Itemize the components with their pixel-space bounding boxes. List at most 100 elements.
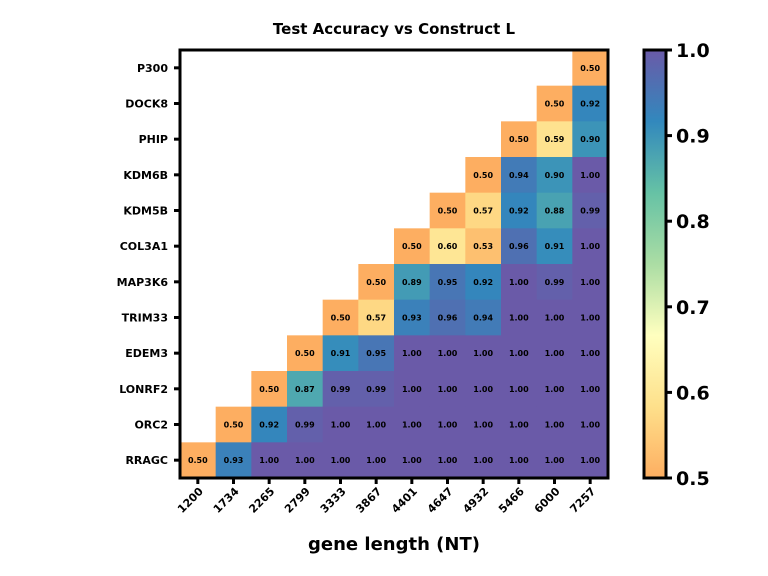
cell-value-label: 0.90 — [545, 171, 565, 180]
x-tick-label: 4932 — [460, 485, 491, 516]
cell-value-label: 1.00 — [509, 278, 529, 287]
heatmap-cell — [429, 371, 466, 408]
y-tick-label: P300 — [137, 62, 168, 75]
heatmap-cell — [536, 157, 573, 194]
cell-value-label: 0.93 — [402, 314, 422, 323]
heatmap-cell — [536, 406, 573, 443]
heatmap-cell — [215, 442, 252, 479]
cell-value-label: 1.00 — [580, 456, 600, 465]
heatmap-cell — [501, 371, 538, 408]
heatmap-cell — [501, 335, 538, 372]
heatmap-cell — [358, 299, 395, 336]
y-tick-label: KDM6B — [123, 169, 168, 182]
cell-value-label: 1.00 — [473, 385, 493, 394]
cell-value-label: 1.00 — [545, 349, 565, 358]
heatmap-cell — [180, 442, 217, 479]
heatmap-cell — [501, 121, 538, 158]
cell-value-label: 0.99 — [580, 207, 600, 216]
heatmap-cell — [358, 442, 395, 479]
cell-value-label: 0.94 — [509, 171, 529, 180]
colorbar-ticks: 0.5 0.6 0.7 0.8 0.9 1.0 — [666, 40, 710, 490]
heatmap-cell — [322, 371, 359, 408]
plot-frame — [178, 48, 610, 480]
heatmap-cell — [465, 157, 502, 194]
heatmap-cell — [572, 192, 609, 229]
heatmap-cell — [429, 406, 466, 443]
cell-value-label: 1.00 — [295, 456, 315, 465]
y-tick-label: EDEM3 — [125, 347, 168, 360]
cell-value-label: 0.99 — [295, 421, 315, 430]
x-axis-ticks: 1200 1734 2265 2799 3333 3867 4401 4647 4932 5466… — [175, 478, 598, 516]
heatmap-cell — [322, 442, 359, 479]
cell-value-label: 1.00 — [580, 385, 600, 394]
cell-value-label: 1.00 — [509, 421, 529, 430]
heatmap-cell — [429, 264, 466, 301]
heatmap-cell — [358, 335, 395, 372]
heatmap-cell-labels: 0.50 0.50 0.92 0.50 0.59 0.90 0.50 0.94 0.90 1.00… — [188, 64, 601, 465]
heatmap-cell — [572, 50, 609, 87]
heatmap-cell — [572, 85, 609, 122]
cell-value-label: 1.00 — [580, 349, 600, 358]
cell-value-label: 0.50 — [402, 242, 422, 251]
cell-value-label: 0.50 — [224, 421, 244, 430]
y-tick-label: PHIP — [139, 133, 168, 146]
cell-value-label: 0.91 — [331, 349, 351, 358]
heatmap-cell — [501, 264, 538, 301]
cell-value-label: 0.92 — [473, 278, 493, 287]
cell-value-label: 0.50 — [580, 64, 600, 73]
heatmap-cell — [394, 406, 431, 443]
cell-value-label: 0.99 — [545, 278, 565, 287]
cell-value-label: 0.88 — [545, 207, 565, 216]
cell-value-label: 1.00 — [473, 349, 493, 358]
y-tick-label: COL3A1 — [120, 240, 168, 253]
cell-value-label: 0.50 — [259, 385, 279, 394]
colorbar-tick-label: 0.7 — [676, 297, 710, 319]
cell-value-label: 1.00 — [545, 456, 565, 465]
heatmap-cell — [465, 192, 502, 229]
x-tick-label: 5466 — [496, 485, 527, 516]
cell-value-label: 0.60 — [438, 242, 458, 251]
cell-value-label: 0.50 — [331, 314, 351, 323]
heatmap-cell — [536, 85, 573, 122]
cell-value-label: 1.00 — [580, 421, 600, 430]
cell-value-label: 1.00 — [509, 349, 529, 358]
heatmap-cell — [572, 335, 609, 372]
cell-value-label: 1.00 — [509, 385, 529, 394]
heatmap-cell — [394, 371, 431, 408]
heatmap-cell — [394, 264, 431, 301]
heatmap-cell — [536, 299, 573, 336]
heatmap-cells — [180, 50, 609, 479]
x-axis-label: gene length (NT) — [308, 534, 480, 555]
heatmap-cell — [287, 335, 324, 372]
y-tick-label: RRAGC — [125, 454, 168, 467]
heatmap-cell — [394, 228, 431, 265]
heatmap-cell — [572, 264, 609, 301]
colorbar-tick-label: 0.6 — [676, 382, 710, 404]
y-tick-label: LONRF2 — [119, 383, 168, 396]
cell-value-label: 0.59 — [545, 135, 565, 144]
heatmap-cell — [572, 442, 609, 479]
cell-value-label: 0.94 — [473, 314, 493, 323]
cell-value-label: 1.00 — [545, 314, 565, 323]
cell-value-label: 1.00 — [366, 456, 386, 465]
heatmap-cell — [429, 299, 466, 336]
cell-value-label: 1.00 — [580, 278, 600, 287]
y-tick-label: DOCK8 — [125, 98, 168, 111]
x-tick-label: 4647 — [425, 485, 456, 516]
heatmap-cell — [429, 192, 466, 229]
heatmap-cell — [358, 371, 395, 408]
cell-value-label: 1.00 — [259, 456, 279, 465]
colorbar-tick-label: 0.8 — [676, 211, 710, 233]
y-tick-label: TRIM33 — [122, 312, 168, 325]
cell-value-label: 1.00 — [366, 421, 386, 430]
cell-value-label: 1.00 — [438, 421, 458, 430]
heatmap-cell — [429, 335, 466, 372]
x-tick-label: 2799 — [282, 485, 313, 516]
heatmap-cell — [572, 157, 609, 194]
heatmap-cell — [465, 228, 502, 265]
cell-value-label: 0.92 — [580, 100, 600, 109]
heatmap-cell — [572, 299, 609, 336]
heatmap-cell — [572, 228, 609, 265]
heatmap-cell — [501, 192, 538, 229]
cell-value-label: 1.00 — [402, 421, 422, 430]
